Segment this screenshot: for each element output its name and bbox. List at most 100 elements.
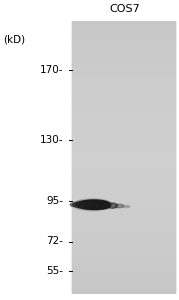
Bar xyxy=(72,253,175,256)
Bar xyxy=(72,286,175,289)
Bar xyxy=(72,23,175,26)
Bar xyxy=(72,179,175,182)
Text: 170-: 170- xyxy=(40,65,63,75)
Bar xyxy=(72,250,175,253)
Bar xyxy=(72,280,175,283)
Bar xyxy=(72,70,175,73)
Bar xyxy=(72,149,175,152)
Bar xyxy=(72,214,175,218)
Bar xyxy=(72,190,175,193)
Bar xyxy=(72,21,175,294)
Bar xyxy=(72,141,175,144)
Text: COS7: COS7 xyxy=(109,4,140,14)
Bar xyxy=(72,40,175,43)
Bar xyxy=(72,201,175,204)
Bar xyxy=(72,51,175,54)
Bar xyxy=(72,283,175,286)
Bar xyxy=(72,111,175,114)
Bar xyxy=(72,78,175,81)
Bar xyxy=(72,157,175,160)
Bar xyxy=(72,81,175,84)
Bar xyxy=(72,258,175,261)
Bar xyxy=(72,206,175,209)
Bar xyxy=(72,269,175,272)
Bar xyxy=(72,195,175,199)
Ellipse shape xyxy=(79,200,111,210)
Text: 130-: 130- xyxy=(40,135,63,145)
Ellipse shape xyxy=(96,202,111,209)
Ellipse shape xyxy=(107,203,118,208)
Text: 72-: 72- xyxy=(46,236,63,247)
Bar xyxy=(72,187,175,190)
Bar xyxy=(72,56,175,59)
Bar xyxy=(72,48,175,51)
Bar xyxy=(72,239,175,242)
Bar xyxy=(72,236,175,239)
Bar xyxy=(72,223,175,226)
Bar xyxy=(72,75,175,78)
Bar xyxy=(72,113,175,116)
Bar xyxy=(72,26,175,29)
Ellipse shape xyxy=(70,203,77,206)
Bar xyxy=(72,234,175,237)
Bar xyxy=(72,97,175,100)
Bar xyxy=(72,168,175,171)
Bar xyxy=(72,212,175,215)
Bar xyxy=(72,266,175,269)
Bar xyxy=(72,130,175,133)
Bar xyxy=(72,277,175,280)
Bar xyxy=(72,116,175,119)
Bar xyxy=(72,64,175,68)
Bar xyxy=(72,105,175,108)
Bar xyxy=(72,176,175,179)
Bar xyxy=(72,165,175,168)
Bar xyxy=(72,291,175,294)
Bar xyxy=(72,171,175,174)
Bar xyxy=(72,133,175,136)
Ellipse shape xyxy=(74,199,112,211)
Bar xyxy=(72,29,175,32)
Bar xyxy=(72,204,175,207)
Bar xyxy=(72,61,175,65)
Bar xyxy=(72,264,175,267)
Bar xyxy=(72,152,175,155)
Bar xyxy=(72,242,175,245)
Bar xyxy=(72,160,175,163)
Bar xyxy=(72,119,175,122)
Bar xyxy=(72,122,175,125)
Bar xyxy=(72,45,175,48)
Bar xyxy=(72,198,175,201)
Bar xyxy=(72,73,175,76)
Bar xyxy=(72,143,175,147)
Bar xyxy=(72,138,175,141)
Bar xyxy=(72,34,175,38)
Bar xyxy=(72,231,175,234)
Bar xyxy=(72,100,175,103)
Text: 95-: 95- xyxy=(46,196,63,206)
Bar xyxy=(72,184,175,188)
Bar xyxy=(72,288,175,291)
Ellipse shape xyxy=(77,200,102,209)
Bar xyxy=(72,59,175,62)
Bar xyxy=(72,225,175,229)
Bar xyxy=(72,127,175,130)
Ellipse shape xyxy=(115,204,124,208)
Bar xyxy=(72,53,175,56)
Bar xyxy=(72,124,175,128)
Bar xyxy=(72,21,175,24)
Bar xyxy=(72,247,175,250)
Bar xyxy=(72,135,175,138)
Bar xyxy=(72,83,175,86)
Ellipse shape xyxy=(72,200,100,210)
Bar xyxy=(72,32,175,35)
Bar xyxy=(72,146,175,149)
Ellipse shape xyxy=(123,206,130,208)
Bar xyxy=(72,228,175,231)
Bar xyxy=(72,274,175,278)
Bar xyxy=(72,244,175,247)
Bar xyxy=(72,193,175,196)
Bar xyxy=(72,220,175,223)
Ellipse shape xyxy=(73,202,85,207)
Text: (kD): (kD) xyxy=(4,35,26,45)
Bar xyxy=(72,261,175,264)
